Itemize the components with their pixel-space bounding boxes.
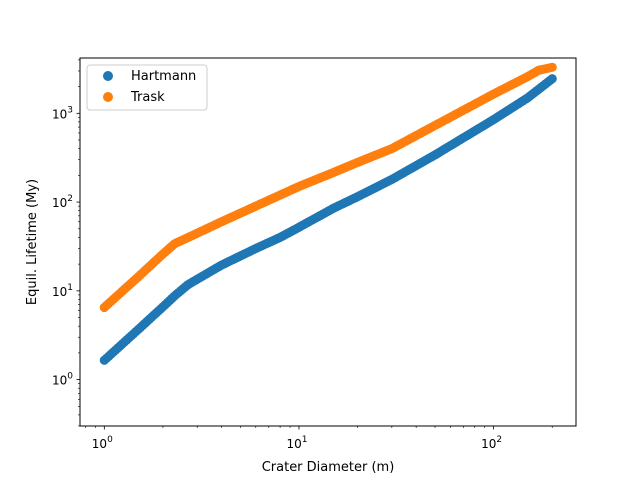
y-tick-label: 102: [52, 194, 73, 210]
legend-box: [86, 64, 208, 111]
y-tick-label: 103: [52, 105, 73, 121]
legend-marker-series-2: [103, 92, 113, 102]
y-axis-ticks: 100 101 102 103: [52, 59, 80, 427]
data-point-series-2: [547, 62, 557, 72]
x-axis-ticks: 100 101 102: [85, 426, 553, 451]
series-2-markers: [99, 62, 557, 313]
legend-label-series-2: Trask: [130, 90, 165, 105]
x-axis-label: Crater Diameter (m): [262, 460, 395, 475]
legend: Hartmann Trask: [86, 64, 208, 111]
x-tick-label: 101: [286, 435, 307, 451]
x-tick-label: 102: [481, 435, 502, 451]
series-1-markers: [99, 74, 557, 365]
x-tick-label: 100: [92, 435, 113, 451]
data-point-series-1: [547, 74, 557, 84]
legend-label-series-1: Hartmann: [131, 69, 196, 84]
legend-marker-series-1: [103, 71, 113, 81]
data-marks: [99, 62, 557, 365]
plot-frame: [79, 57, 577, 427]
y-tick-label: 101: [52, 283, 73, 299]
y-tick-label: 100: [52, 372, 73, 388]
y-axis-label: Equil. Lifetime (My): [25, 179, 40, 305]
